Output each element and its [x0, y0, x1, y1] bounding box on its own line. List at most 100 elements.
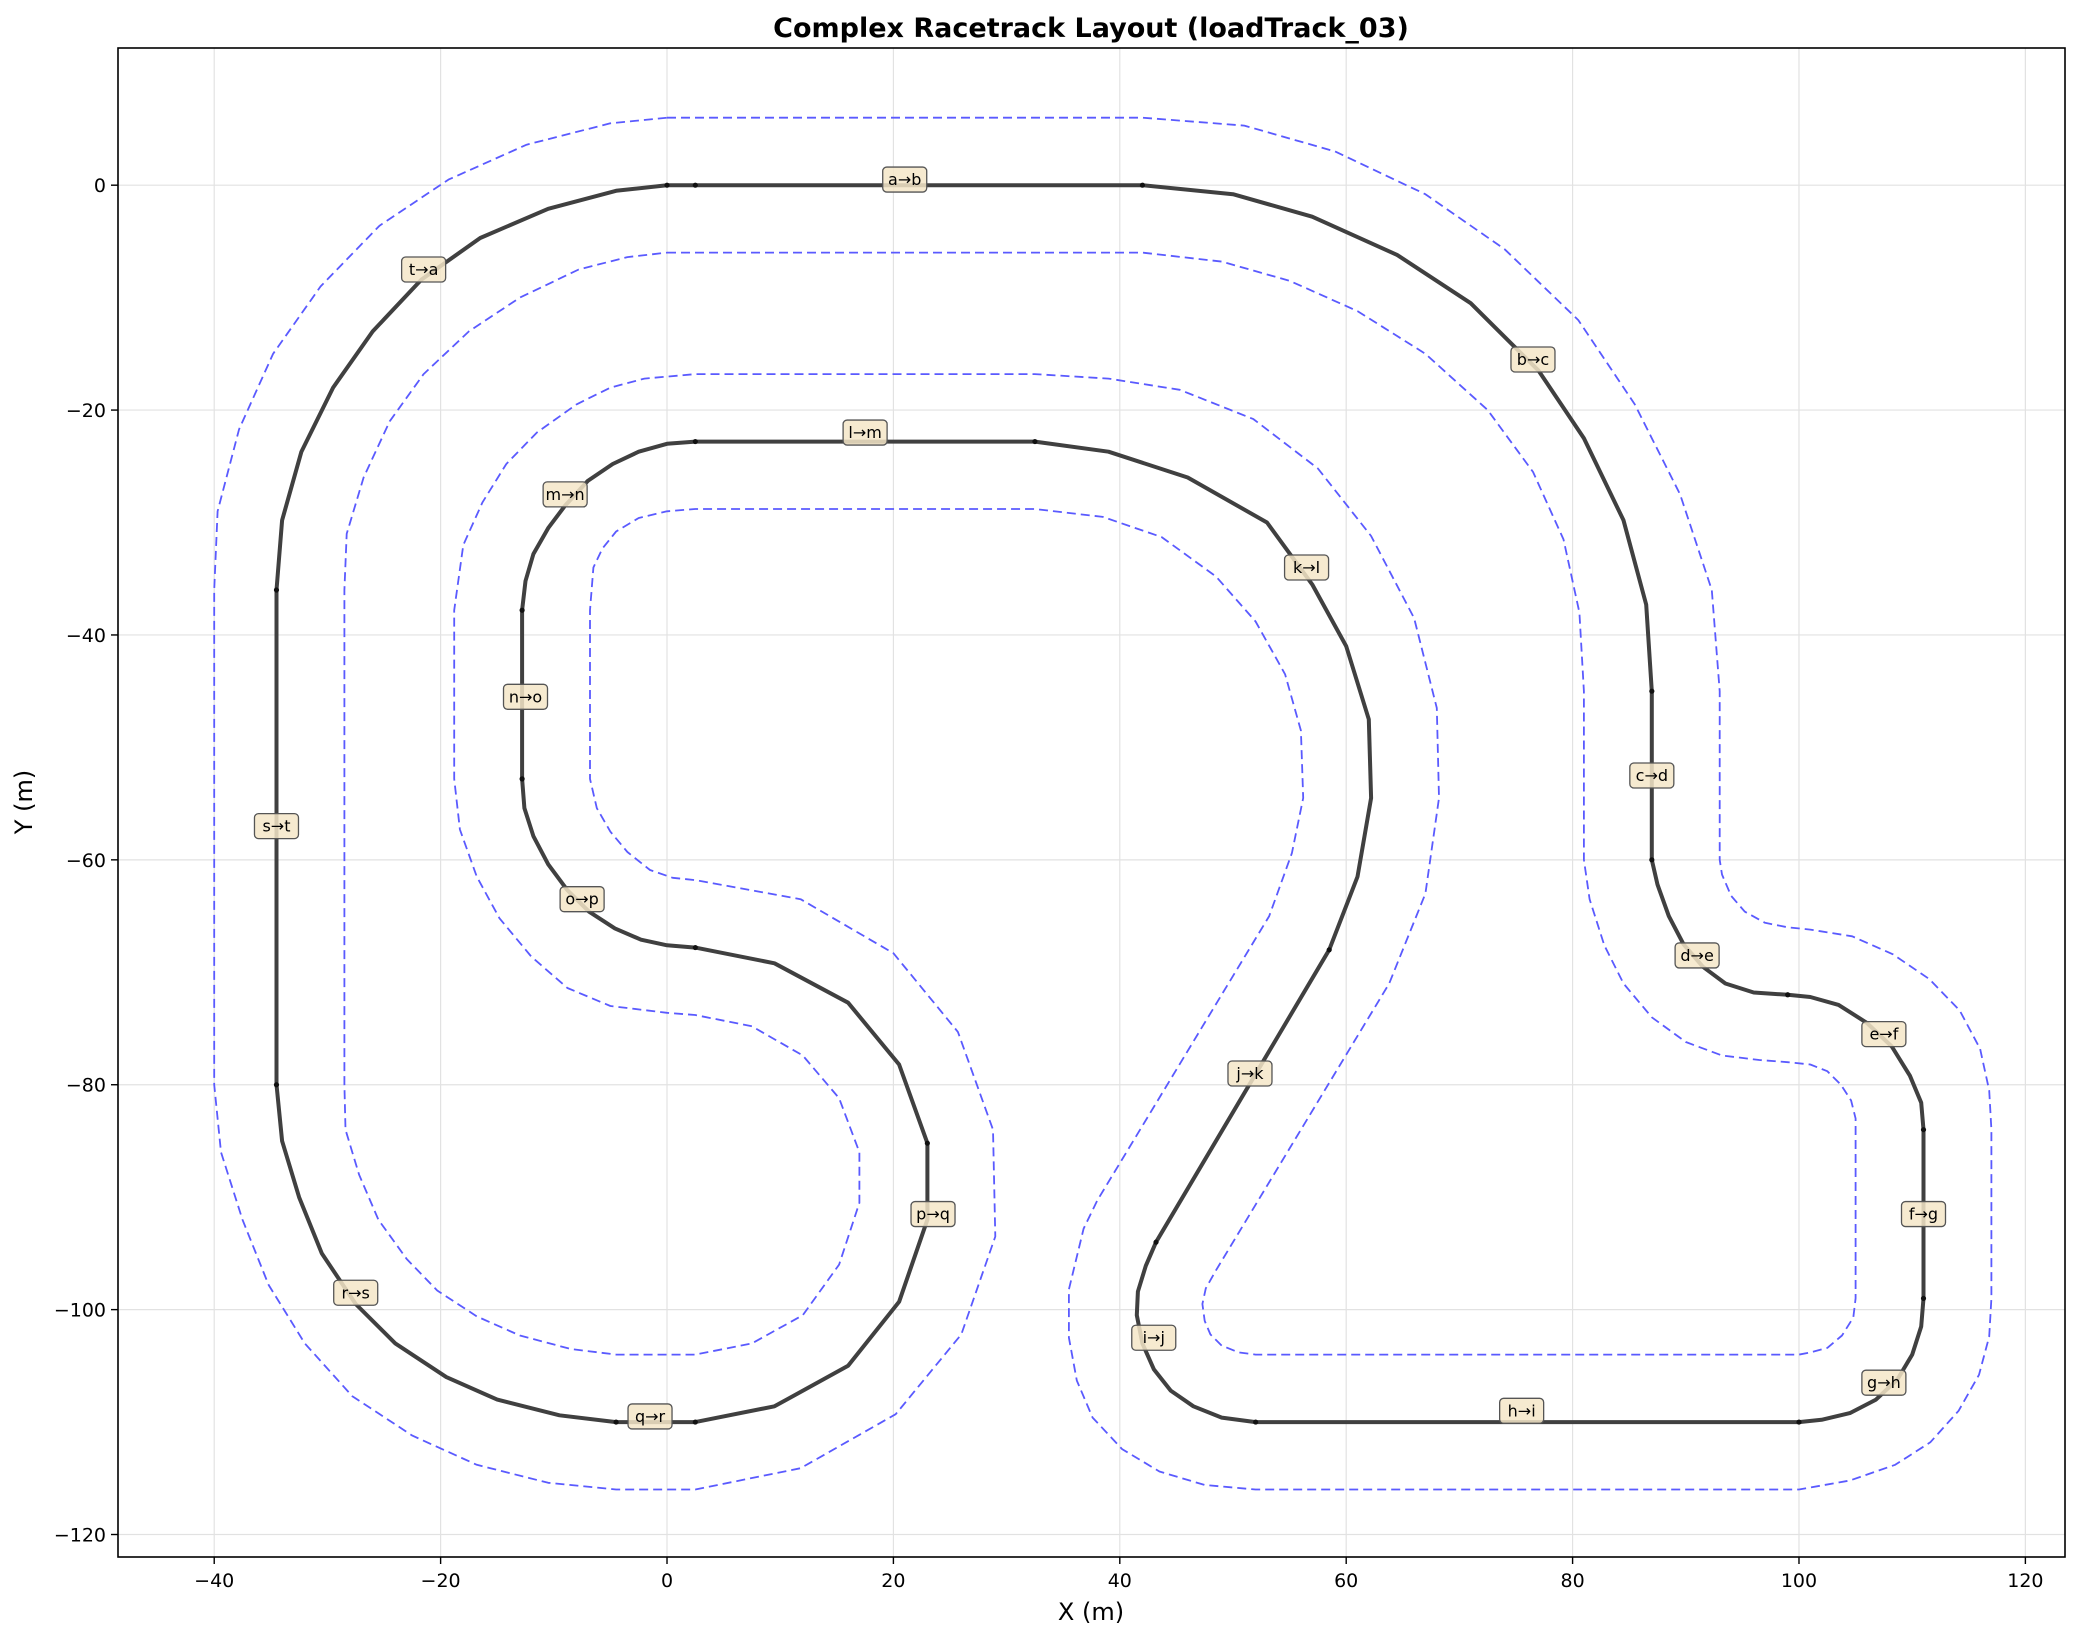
y-tick-label: −40	[66, 625, 106, 647]
segment-label-text: i→j	[1143, 1328, 1165, 1347]
segment-label: i→j	[1131, 1324, 1177, 1351]
segment-label-text: o→p	[565, 890, 598, 909]
x-tick-label: 20	[881, 1570, 905, 1592]
segment-label-text: d→e	[1680, 946, 1713, 965]
segment-label-box	[1227, 1060, 1273, 1087]
segment-label: c→d	[1629, 762, 1675, 789]
segment-label-text: b→c	[1517, 350, 1549, 369]
segment-label-text: h→i	[1508, 1401, 1536, 1420]
segment-label-box	[1861, 1369, 1907, 1396]
segment-label: m→n	[542, 481, 588, 508]
segment-label-text: n→o	[509, 687, 542, 706]
inner-boundary-path	[343, 251, 1857, 1356]
chart-title: Complex Racetrack Layout (loadTrack_03)	[773, 13, 1409, 44]
x-tick-label: 0	[661, 1570, 673, 1592]
segment-label-box	[1861, 1020, 1907, 1048]
centerline-path	[274, 183, 1926, 1425]
segment-label-text: s→t	[262, 817, 290, 836]
segment-break-marker	[924, 1140, 930, 1146]
segment-label-box	[400, 256, 447, 283]
x-tick-label: 40	[1108, 1570, 1132, 1592]
segment-label: j→k	[1227, 1060, 1273, 1087]
y-tick-label: 0	[94, 175, 106, 197]
segment-label-box	[1900, 1200, 1947, 1228]
segment-label: n→o	[502, 683, 549, 710]
segment-label-box	[1510, 346, 1556, 373]
segment-break-marker	[1920, 1127, 1927, 1133]
segment-label: p→q	[910, 1200, 956, 1228]
segment-break-marker	[519, 776, 525, 782]
x-tick-label: 120	[2007, 1570, 2043, 1592]
segment-label-box	[542, 481, 588, 508]
x-tick-label: 100	[1781, 1570, 1817, 1592]
segment-label-text: m→n	[546, 485, 585, 504]
segment-label-text: p→q	[916, 1205, 950, 1224]
segment-label-box	[1131, 1324, 1177, 1351]
segment-label-box	[333, 1279, 379, 1306]
segment-label-box	[1499, 1397, 1545, 1424]
segment-label-text: e→f	[1869, 1025, 1898, 1044]
segment-label: d→e	[1674, 942, 1720, 969]
segment-label-text: l→m	[848, 423, 881, 442]
segment-break-marker	[1153, 1239, 1159, 1245]
segment-break-marker	[1785, 992, 1791, 998]
segment-label-text: f→g	[1909, 1205, 1938, 1224]
segment-break-marker	[692, 438, 698, 445]
segment-break-marker	[273, 587, 280, 593]
segment-label-text: t→a	[409, 260, 438, 279]
x-tick-label: 60	[1334, 1570, 1358, 1592]
segment-label-text: j→k	[1235, 1064, 1264, 1083]
segment-break-marker	[664, 182, 670, 188]
segment-break-marker	[1920, 1295, 1927, 1301]
segment-break-marker	[692, 1419, 698, 1425]
segment-label: g→h	[1861, 1369, 1907, 1396]
segment-label: t→a	[400, 256, 447, 283]
segment-label-box	[910, 1200, 956, 1228]
segment-break-marker	[1649, 688, 1655, 694]
segment-label: e→f	[1861, 1020, 1907, 1048]
segment-break-marker	[1796, 1419, 1802, 1425]
segment-break-marker	[1326, 947, 1332, 953]
axis-ticks: −40 −20 0 20 40 60 80 100 120 0 −20 −40 −60 −80 −100 −1…	[54, 175, 2044, 1592]
segment-label-text: k→l	[1293, 558, 1320, 577]
segment-label-text: g→h	[1867, 1373, 1901, 1392]
segment-label-box	[253, 812, 300, 840]
segment-break-marker	[1139, 182, 1146, 188]
x-axis-label: X (m)	[1058, 1598, 1124, 1626]
segment-break-marker	[692, 944, 698, 951]
segment-label: k→l	[1283, 554, 1330, 581]
segment-label: l→m	[842, 419, 888, 446]
segment-break-marker	[692, 182, 698, 188]
plot-frame	[117, 47, 2066, 1558]
segment-break-marker	[519, 607, 525, 613]
segment-label-text: a→b	[888, 170, 921, 189]
y-tick-label: −120	[54, 1525, 106, 1547]
segment-label-box	[502, 683, 549, 710]
segment-label-box	[1674, 942, 1720, 969]
outer-boundary-path	[213, 116, 1993, 1491]
segment-label-box	[1283, 554, 1330, 581]
segment-label: b→c	[1510, 346, 1556, 373]
y-axis-label: Y (m)	[10, 770, 38, 835]
segment-label-text: r→s	[342, 1283, 370, 1302]
segment-break-marker	[613, 1419, 619, 1425]
x-tick-label: −20	[421, 1570, 461, 1592]
segment-label: a→b	[882, 166, 928, 193]
segment-label: h→i	[1499, 1397, 1545, 1424]
segment-break-marker	[273, 1082, 280, 1088]
segment-labels: a→b b→c c→d d→e e→f f→g g→h h→i i→j j→k k→l l→m m→n n…	[253, 166, 1947, 1430]
segment-label-box	[559, 886, 605, 913]
track-centerline	[273, 182, 1927, 1425]
x-tick-label: 80	[1560, 1570, 1584, 1592]
segment-break-marker	[1032, 438, 1038, 445]
segment-break-marker	[1649, 857, 1655, 863]
segment-label: f→g	[1900, 1200, 1947, 1228]
y-tick-label: −20	[66, 400, 106, 422]
segment-label-text: c→d	[1636, 766, 1668, 785]
y-tick-label: −100	[54, 1300, 106, 1322]
segment-label-box	[627, 1403, 673, 1430]
segment-label: o→p	[559, 886, 605, 913]
x-tick-label: −40	[194, 1570, 234, 1592]
